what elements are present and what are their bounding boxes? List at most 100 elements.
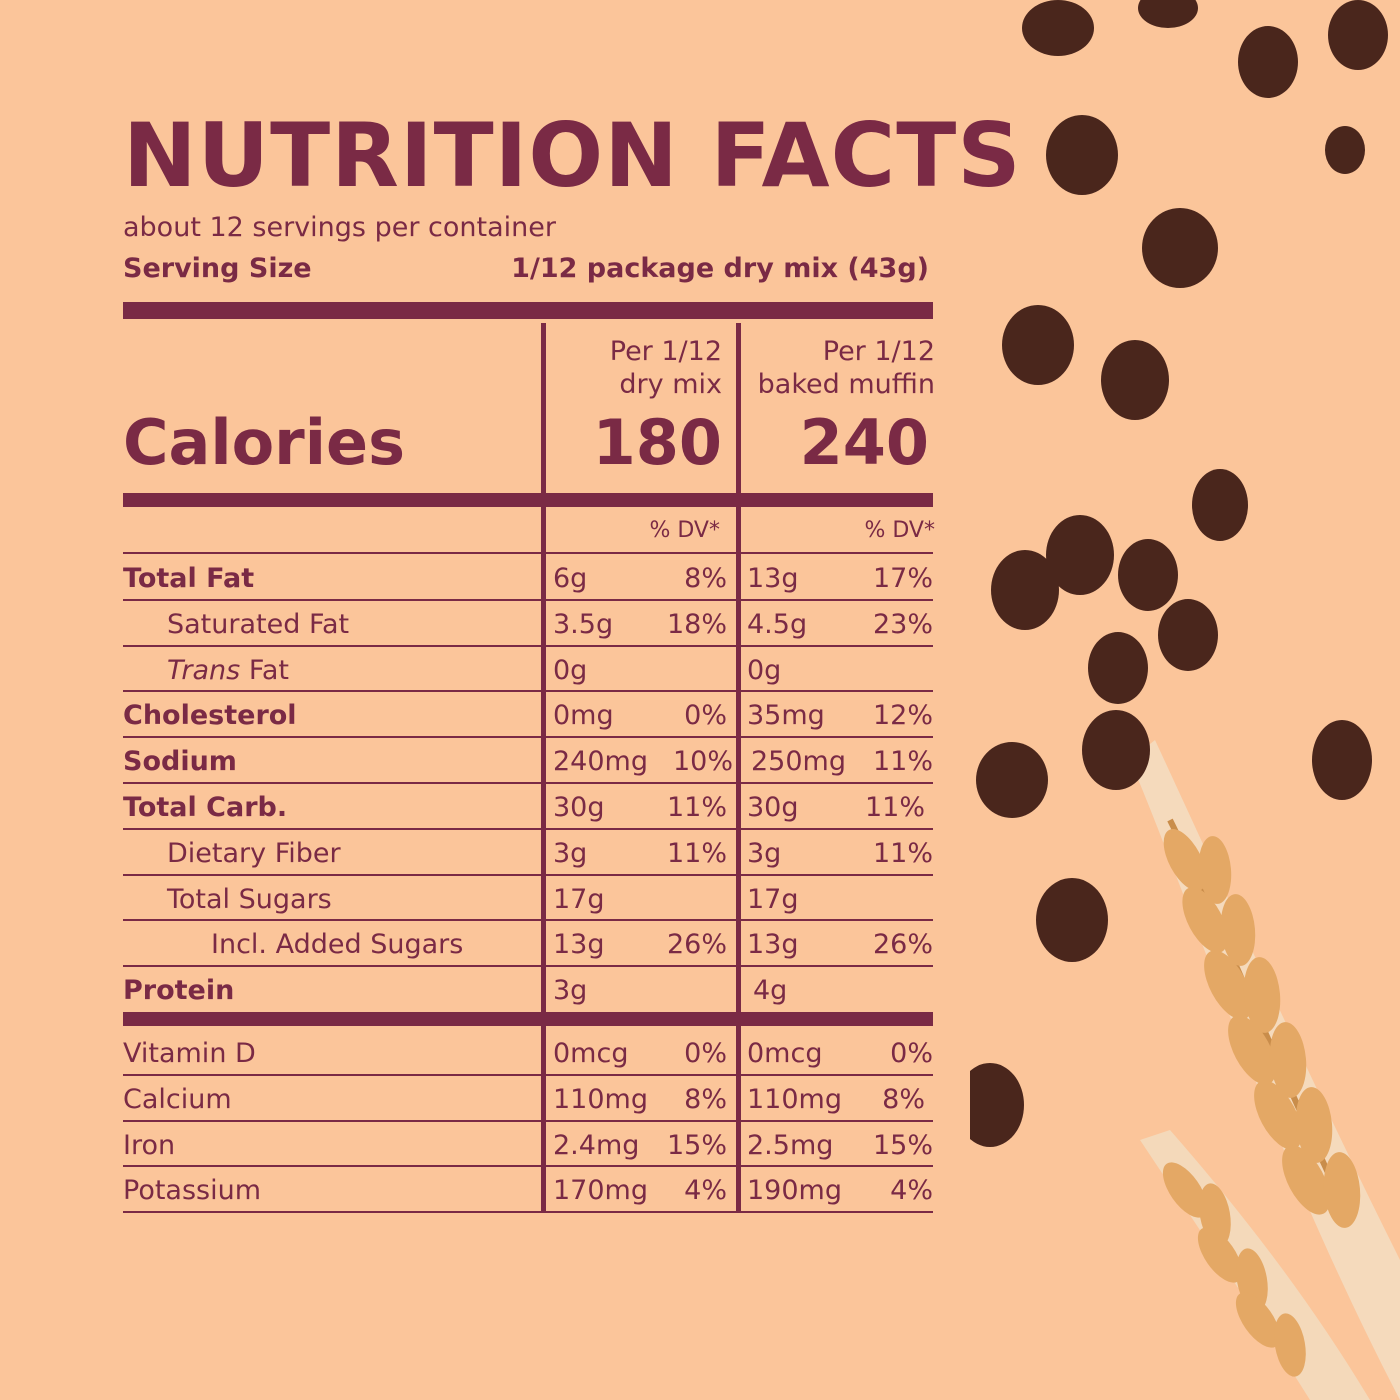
vitamin-name: Potassium [123, 1175, 262, 1207]
table-row: Cholesterol 0mg 0% 35mg 12% [123, 692, 933, 739]
vitamin-rows: Vitamin D 0mcg 0% 0mcg 0% Calcium 110mg … [123, 1030, 933, 1214]
chocolate-chip-icon [1312, 720, 1372, 800]
amount-baked: 30g [747, 791, 799, 823]
amount-dry: 110mg [553, 1083, 648, 1115]
dv-baked: 8% [882, 1083, 925, 1115]
amount-dry: 0g [553, 654, 588, 686]
dv-header-dry-mix: % DV* [649, 518, 720, 543]
dv-dry: 26% [666, 929, 727, 961]
table-row: Total Sugars 17g 17g [123, 876, 933, 922]
chocolate-chip-icon [1325, 126, 1365, 174]
table-row: Iron 2.4mg 15% 2.5mg 15% [123, 1122, 933, 1168]
table-row: Incl. Added Sugars 13g 26% 13g 26% [123, 921, 933, 968]
table-row: Trans Fat 0g 0g [123, 647, 933, 693]
dv-dry: 10% [672, 746, 733, 778]
chocolate-chip-icon [1142, 208, 1218, 288]
thin-divider [123, 552, 933, 554]
dv-baked: 12% [872, 700, 933, 732]
table-row: Vitamin D 0mcg 0% 0mcg 0% [123, 1030, 933, 1076]
vitamin-name: Vitamin D [123, 1038, 256, 1069]
amount-baked: 4.5g [747, 608, 808, 640]
serving-size-value: 1/12 package dry mix (43g) [511, 253, 929, 284]
column-header-dry-mix: Per 1/12 dry mix [610, 335, 722, 401]
chocolate-chip-icon [1118, 539, 1178, 611]
amount-baked: 17g [747, 883, 799, 915]
chocolate-chip-icon [1046, 115, 1118, 195]
table-row: Saturated Fat 3.5g 18% 4.5g 23% [123, 601, 933, 647]
amount-baked: 4g [753, 975, 788, 1007]
table-row: Total Carb. 30g 11% 30g 11% [123, 784, 933, 830]
table-row: Calcium 110mg 8% 110mg 8% [123, 1076, 933, 1122]
dv-baked: 11% [864, 791, 925, 823]
nutrient-rows: Total Fat 6g 8% 13g 17% Saturated Fat 3.… [123, 555, 933, 1013]
amount-baked: 190mg [747, 1175, 842, 1207]
amount-baked: 35mg [747, 700, 825, 732]
calories-baked-muffin: 240 [799, 406, 929, 479]
nutrient-name: Total Sugars [167, 883, 332, 915]
dv-dry: 8% [684, 563, 727, 594]
dv-baked: 26% [872, 929, 933, 961]
column-divider-2 [736, 323, 741, 1213]
amount-dry: 240mg [553, 746, 648, 778]
amount-dry: 3g [553, 837, 588, 869]
amount-baked: 110mg [747, 1083, 842, 1115]
table-row: Total Fat 6g 8% 13g 17% [123, 555, 933, 601]
amount-dry: 0mcg [553, 1038, 629, 1069]
amount-dry: 6g [553, 563, 588, 594]
amount-dry: 3.5g [553, 608, 614, 640]
dv-dry: 8% [684, 1083, 727, 1115]
dv-dry: 11% [666, 791, 727, 823]
dv-baked: 0% [890, 1038, 933, 1069]
amount-dry: 30g [553, 791, 605, 823]
dv-baked: 11% [872, 837, 933, 869]
dv-baked: 23% [872, 608, 933, 640]
amount-baked: 13g [747, 563, 799, 594]
vitamin-name: Iron [123, 1129, 176, 1161]
column-header-line: Per 1/12 [609, 336, 722, 367]
amount-baked: 0mcg [747, 1038, 823, 1069]
amount-dry: 170mg [553, 1175, 648, 1207]
nutrient-name: Total Carb. [123, 791, 288, 823]
chocolate-chip-icon [1101, 340, 1169, 420]
table-row: Dietary Fiber 3g 11% 3g 11% [123, 830, 933, 876]
chocolate-chip-icon [1046, 515, 1114, 595]
amount-dry: 0mg [553, 700, 614, 732]
serving-size-label: Serving Size [123, 253, 312, 284]
column-header-line: dry mix [619, 369, 722, 400]
column-header-baked-muffin: Per 1/12 baked muffin [758, 335, 935, 401]
servings-per-container: about 12 servings per container [123, 212, 556, 243]
dv-dry: 11% [666, 837, 727, 869]
amount-dry: 3g [553, 975, 588, 1007]
amount-dry: 2.4mg [553, 1129, 640, 1161]
dv-baked: 11% [872, 746, 933, 778]
dv-baked: 15% [872, 1129, 933, 1161]
amount-baked: 0g [747, 654, 782, 686]
chocolate-chip-icon [1192, 469, 1248, 541]
column-header-line: baked muffin [757, 369, 935, 400]
nutrient-name: Saturated Fat [167, 608, 350, 640]
nutrient-name: Cholesterol [123, 700, 297, 732]
chocolate-chip-icon [1138, 0, 1198, 28]
dv-dry: 0% [684, 700, 727, 732]
nutrient-name: Sodium [123, 746, 237, 778]
nutrient-name: Trans Fat [167, 655, 289, 686]
amount-baked: 2.5mg [747, 1129, 834, 1161]
dv-baked: 4% [890, 1175, 933, 1207]
nutrient-name: Total Fat [123, 563, 255, 594]
nutrient-name-rest: Fat [240, 654, 290, 686]
chocolate-chip-icon [1036, 878, 1108, 962]
table-row: Protein 3g 4g [123, 967, 933, 1013]
trans-italic: Trans [167, 654, 241, 686]
chocolate-chip-icon [1328, 0, 1388, 70]
dv-header-baked-muffin: % DV* [864, 518, 935, 543]
calories-label: Calories [123, 406, 405, 479]
dv-baked: 17% [872, 563, 933, 594]
amount-baked: 250mg [751, 746, 846, 778]
thick-divider-vitamins [123, 1012, 933, 1026]
dv-dry: 0% [684, 1038, 727, 1069]
chocolate-chip-icon [1088, 632, 1148, 704]
nutrient-name: Protein [123, 975, 235, 1007]
chocolate-chips [970, 0, 1388, 1147]
chocolate-chip-icon [1158, 599, 1218, 671]
nutrient-name: Dietary Fiber [167, 837, 341, 869]
